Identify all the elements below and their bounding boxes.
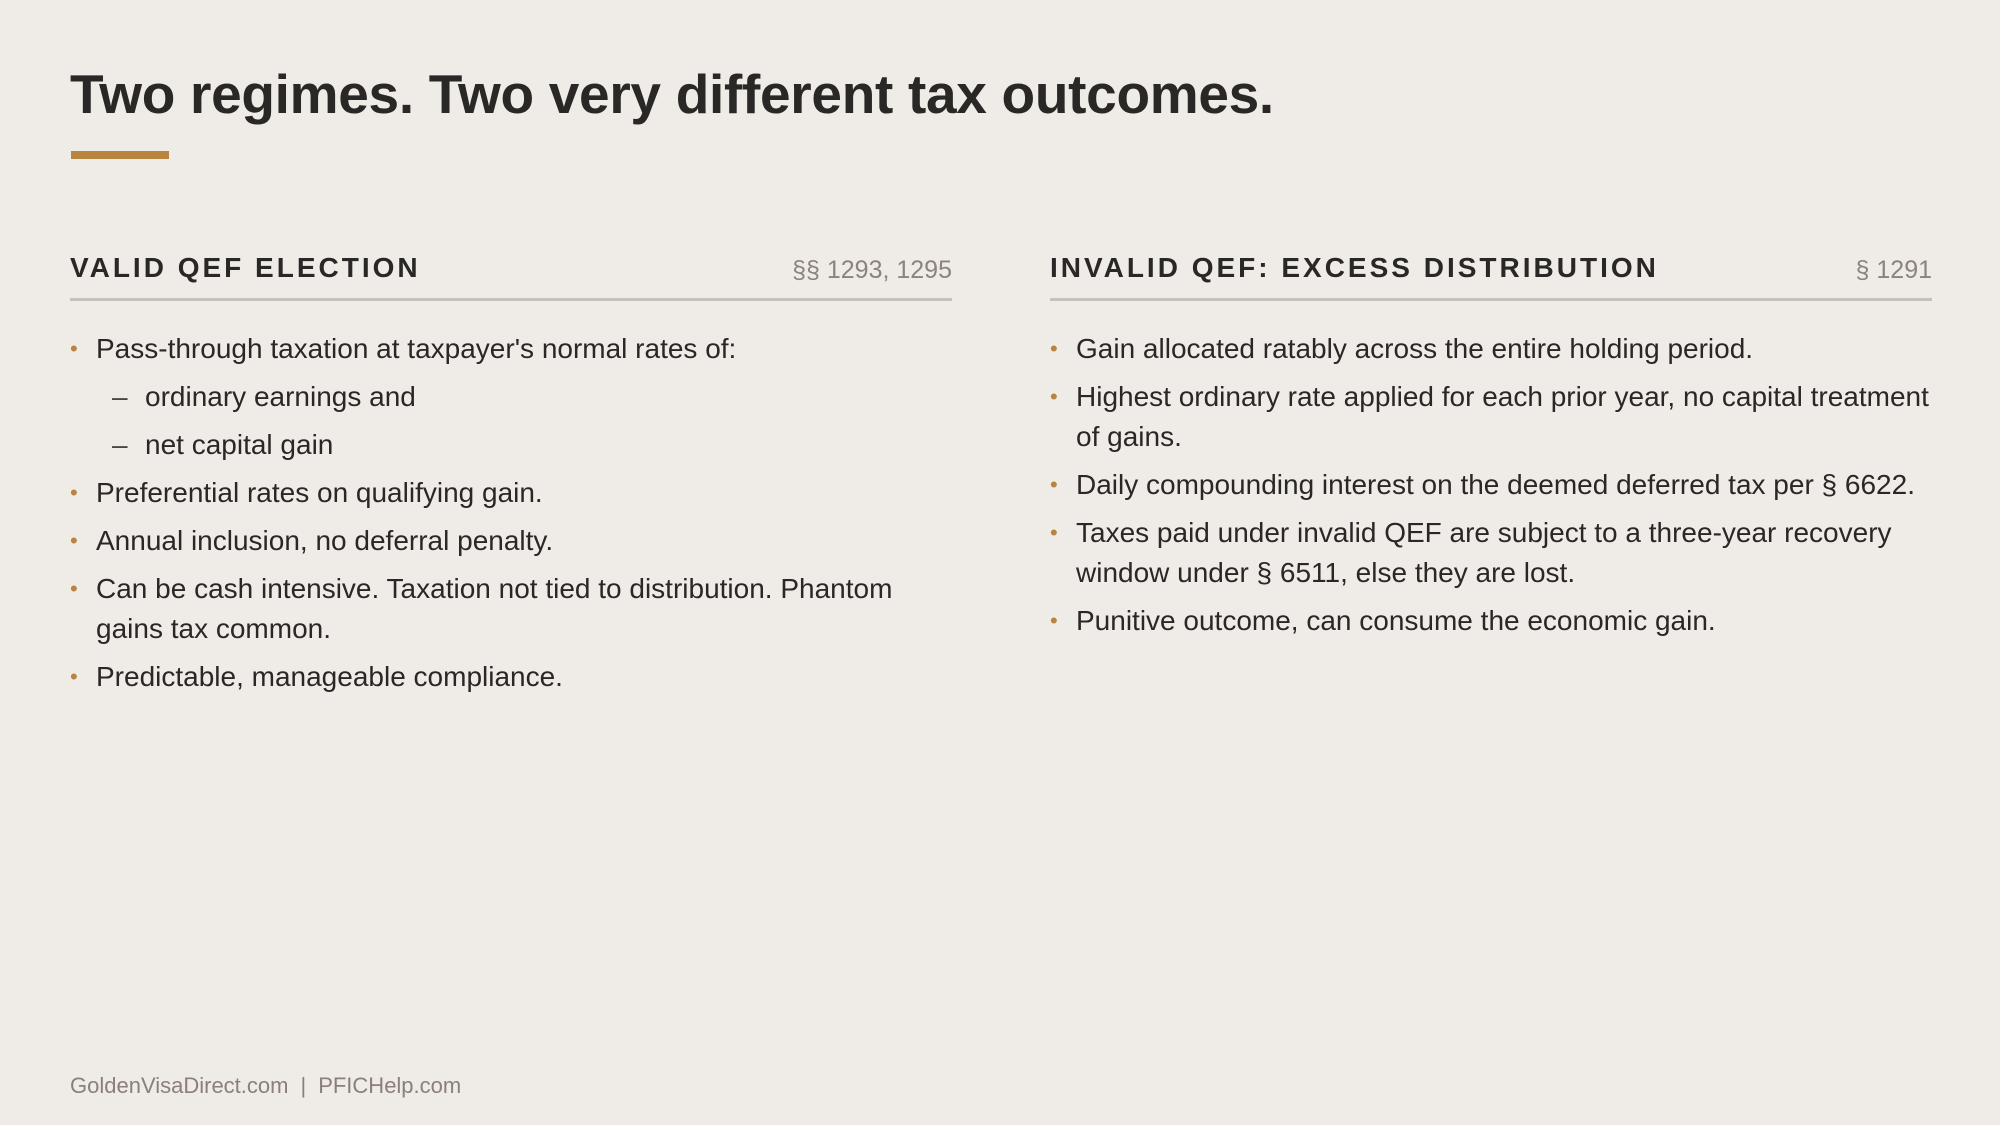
title-accent-bar [71,151,169,159]
list-item-text: Annual inclusion, no deferral penalty. [96,525,554,556]
dash-marker: – [112,429,128,460]
list-item-text: Pass-through taxation at taxpayer's norm… [96,333,737,364]
column-heading: VALID QEF ELECTION [70,252,421,283]
column-header: INVALID QEF: EXCESS DISTRIBUTION § 1291 [1050,246,1932,301]
list-item: • Can be cash intensive. Taxation not tie… [70,569,952,649]
list-item: • Highest ordinary rate applied for each … [1050,377,1932,457]
bullet-marker: • [70,336,78,361]
list-item-text: Daily compounding interest on the deemed… [1076,469,1915,500]
bullet-marker: • [1050,520,1058,545]
footer-site-pfichelp: PFICHelp.com [318,1073,462,1098]
list-item: • Daily compounding interest on the deeme… [1050,465,1932,505]
list-item-text: Punitive outcome, can consume the econom… [1076,605,1716,636]
bullet-marker: • [1050,336,1058,361]
sub-list-item: – ordinary earnings and [70,377,952,417]
footer-site-goldenvisadirect: GoldenVisaDirect.com [70,1073,289,1098]
column-heading: INVALID QEF: EXCESS DISTRIBUTION [1050,252,1659,283]
list-item-text: Can be cash intensive. Taxation not tied… [96,573,893,644]
list-item: • Pass-through taxation at taxpayer's nor… [70,329,952,369]
list-item: • Annual inclusion, no deferral penalty. [70,521,952,561]
bullet-list: • Gain allocated ratably across the entir… [1050,329,1932,641]
bullet-marker: • [1050,608,1058,633]
list-item-text: Predictable, manageable compliance. [96,661,563,692]
list-item: • Taxes paid under invalid QEF are subjec… [1050,513,1932,593]
bullet-marker: • [1050,472,1058,497]
bullet-marker: • [70,576,78,601]
invalid-qef-column: INVALID QEF: EXCESS DISTRIBUTION § 1291 … [1050,246,1932,649]
list-item-text: Preferential rates on qualifying gain. [96,477,543,508]
dash-marker: – [112,381,128,412]
slide-title: Two regimes. Two very different tax outc… [70,63,1274,125]
code-reference: §§ 1293, 1295 [792,256,952,284]
sub-list-item: – net capital gain [70,425,952,465]
bullet-list: • Pass-through taxation at taxpayer's nor… [70,329,952,697]
list-item: • Preferential rates on qualifying gain. [70,473,952,513]
valid-qef-column: VALID QEF ELECTION §§ 1293, 1295 • Pass-t… [70,246,952,705]
bullet-marker: • [1050,384,1058,409]
column-header: VALID QEF ELECTION §§ 1293, 1295 [70,246,952,301]
bullet-marker: • [70,528,78,553]
code-reference: § 1291 [1855,256,1932,284]
bullet-marker: • [70,664,78,689]
list-item-text: ordinary earnings and [145,381,416,412]
bullet-marker: • [70,480,78,505]
footer: GoldenVisaDirect.com | PFICHelp.com [70,1073,461,1099]
footer-separator: | [300,1073,307,1098]
list-item-text: net capital gain [145,429,334,460]
list-item-text: Highest ordinary rate applied for each p… [1076,381,1929,452]
list-item-text: Gain allocated ratably across the entire… [1076,333,1754,364]
list-item: • Gain allocated ratably across the entir… [1050,329,1932,369]
list-item: • Punitive outcome, can consume the econo… [1050,601,1932,641]
list-item-text: Taxes paid under invalid QEF are subject… [1076,517,1892,588]
list-item: • Predictable, manageable compliance. [70,657,952,697]
